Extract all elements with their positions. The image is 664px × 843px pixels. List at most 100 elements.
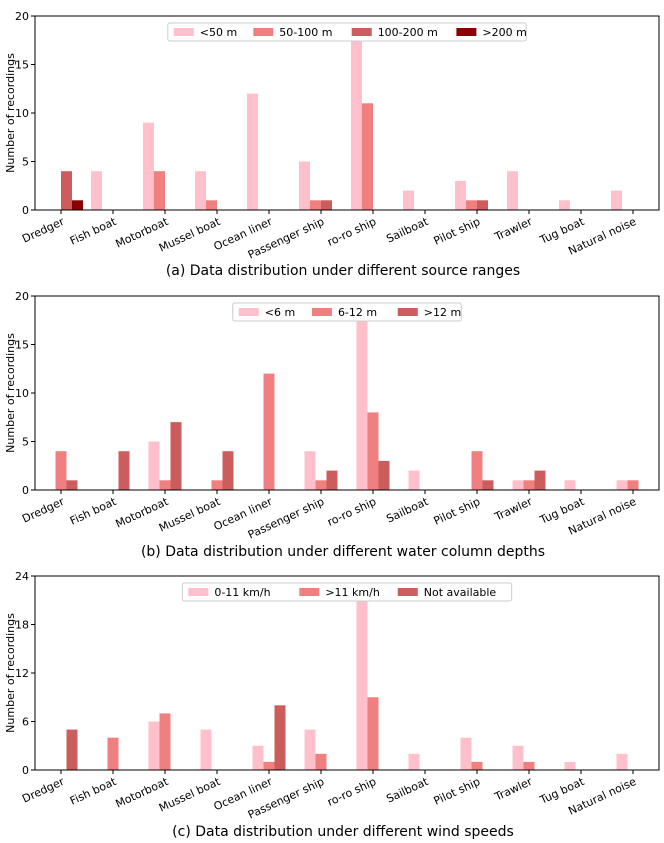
x-tick-label: Fish boat	[68, 495, 119, 528]
legend-swatch	[188, 588, 209, 596]
bar	[507, 171, 518, 210]
bar	[304, 729, 316, 770]
bar	[310, 200, 321, 210]
bar	[206, 200, 217, 210]
bar	[247, 93, 258, 210]
legend-swatch	[311, 308, 332, 316]
legend-swatch	[253, 28, 274, 36]
legend-swatch	[238, 308, 259, 316]
y-tick-label: 15	[15, 339, 29, 352]
y-tick-label: 6	[22, 716, 29, 729]
x-tick-label: ro-ro ship	[325, 775, 378, 809]
y-axis-label: Number of recordings	[4, 613, 17, 733]
bar	[611, 190, 622, 210]
legend-label: 6-12 m	[338, 306, 377, 319]
legend-label: 100-200 m	[378, 26, 438, 39]
chart-caption: (b) Data distribution under different wa…	[141, 544, 545, 560]
bar	[143, 122, 154, 210]
y-tick-label: 5	[22, 156, 29, 169]
bar	[170, 422, 182, 490]
chart-caption: (a) Data distribution under different so…	[166, 263, 520, 279]
x-tick-label: Dredger	[20, 215, 67, 246]
legend-label: >11 km/h	[325, 586, 380, 599]
bar	[627, 480, 639, 490]
bar	[61, 171, 72, 210]
bar	[66, 729, 78, 770]
y-tick-label: 10	[15, 387, 29, 400]
y-tick-label: 0	[22, 204, 29, 217]
bar	[564, 480, 576, 490]
y-tick-label: 10	[15, 107, 29, 120]
y-tick-label: 20	[15, 290, 29, 303]
bar	[154, 171, 165, 210]
bar	[564, 761, 576, 770]
x-tick-label: Pilot ship	[432, 775, 483, 808]
bar	[304, 451, 316, 490]
bar	[200, 729, 212, 770]
bar	[159, 480, 171, 490]
bar	[471, 761, 483, 770]
legend-label: <50 m	[200, 26, 237, 39]
x-tick-label: Trawler	[492, 215, 535, 244]
y-tick-label: 0	[22, 764, 29, 777]
bar	[471, 451, 483, 490]
bar	[466, 200, 477, 210]
legend-label: >12 m	[424, 306, 461, 319]
legend-label: <6 m	[265, 306, 295, 319]
bar	[460, 737, 472, 770]
bar	[326, 470, 338, 490]
legend: <6 m 6-12 m >12 m	[232, 302, 462, 322]
y-tick-label: 18	[15, 619, 29, 632]
legend-box	[232, 302, 462, 322]
bar	[351, 40, 362, 210]
bar	[482, 480, 494, 490]
legend-label: >200 m	[482, 26, 526, 39]
bar	[356, 600, 368, 770]
bar	[107, 737, 119, 770]
x-tick-label: Fish boat	[68, 215, 119, 248]
bar	[559, 200, 570, 210]
bar	[91, 171, 102, 210]
bar	[362, 103, 373, 210]
y-axis-label: Number of recordings	[4, 333, 17, 453]
legend-swatch	[397, 588, 418, 596]
bar	[252, 745, 264, 770]
x-tick-label: Pilot ship	[432, 215, 483, 248]
bar	[378, 460, 390, 490]
bar	[55, 451, 67, 490]
x-tick-label: Dredger	[20, 775, 67, 806]
bar	[159, 713, 171, 770]
bar	[148, 721, 160, 770]
bar	[534, 470, 546, 490]
x-tick-label: Sailboat	[384, 495, 431, 526]
x-tick-label: Dredger	[20, 495, 67, 526]
bar	[616, 480, 628, 490]
x-tick-label: Trawler	[492, 495, 535, 524]
bar	[512, 480, 524, 490]
bar	[222, 451, 234, 490]
legend-swatch	[351, 28, 372, 36]
y-tick-label: 12	[15, 667, 29, 680]
bar	[403, 190, 414, 210]
x-tick-label: ro-ro ship	[325, 215, 378, 249]
plot-frame	[34, 575, 660, 771]
x-tick-label: Sailboat	[384, 215, 431, 246]
y-tick-label: 5	[22, 436, 29, 449]
bar	[299, 161, 310, 210]
bar	[523, 761, 535, 770]
legend-label: 0-11 km/h	[214, 586, 270, 599]
bar	[148, 441, 160, 490]
bar	[66, 480, 78, 490]
x-tick-label: Fish boat	[68, 775, 119, 808]
y-tick-label: 24	[15, 570, 29, 583]
bar	[315, 480, 327, 490]
legend-label: 50-100 m	[279, 26, 332, 39]
x-tick-label: Pilot ship	[432, 495, 483, 528]
bar	[512, 745, 524, 770]
bar	[118, 451, 130, 490]
bar	[321, 200, 332, 210]
bar	[195, 171, 206, 210]
